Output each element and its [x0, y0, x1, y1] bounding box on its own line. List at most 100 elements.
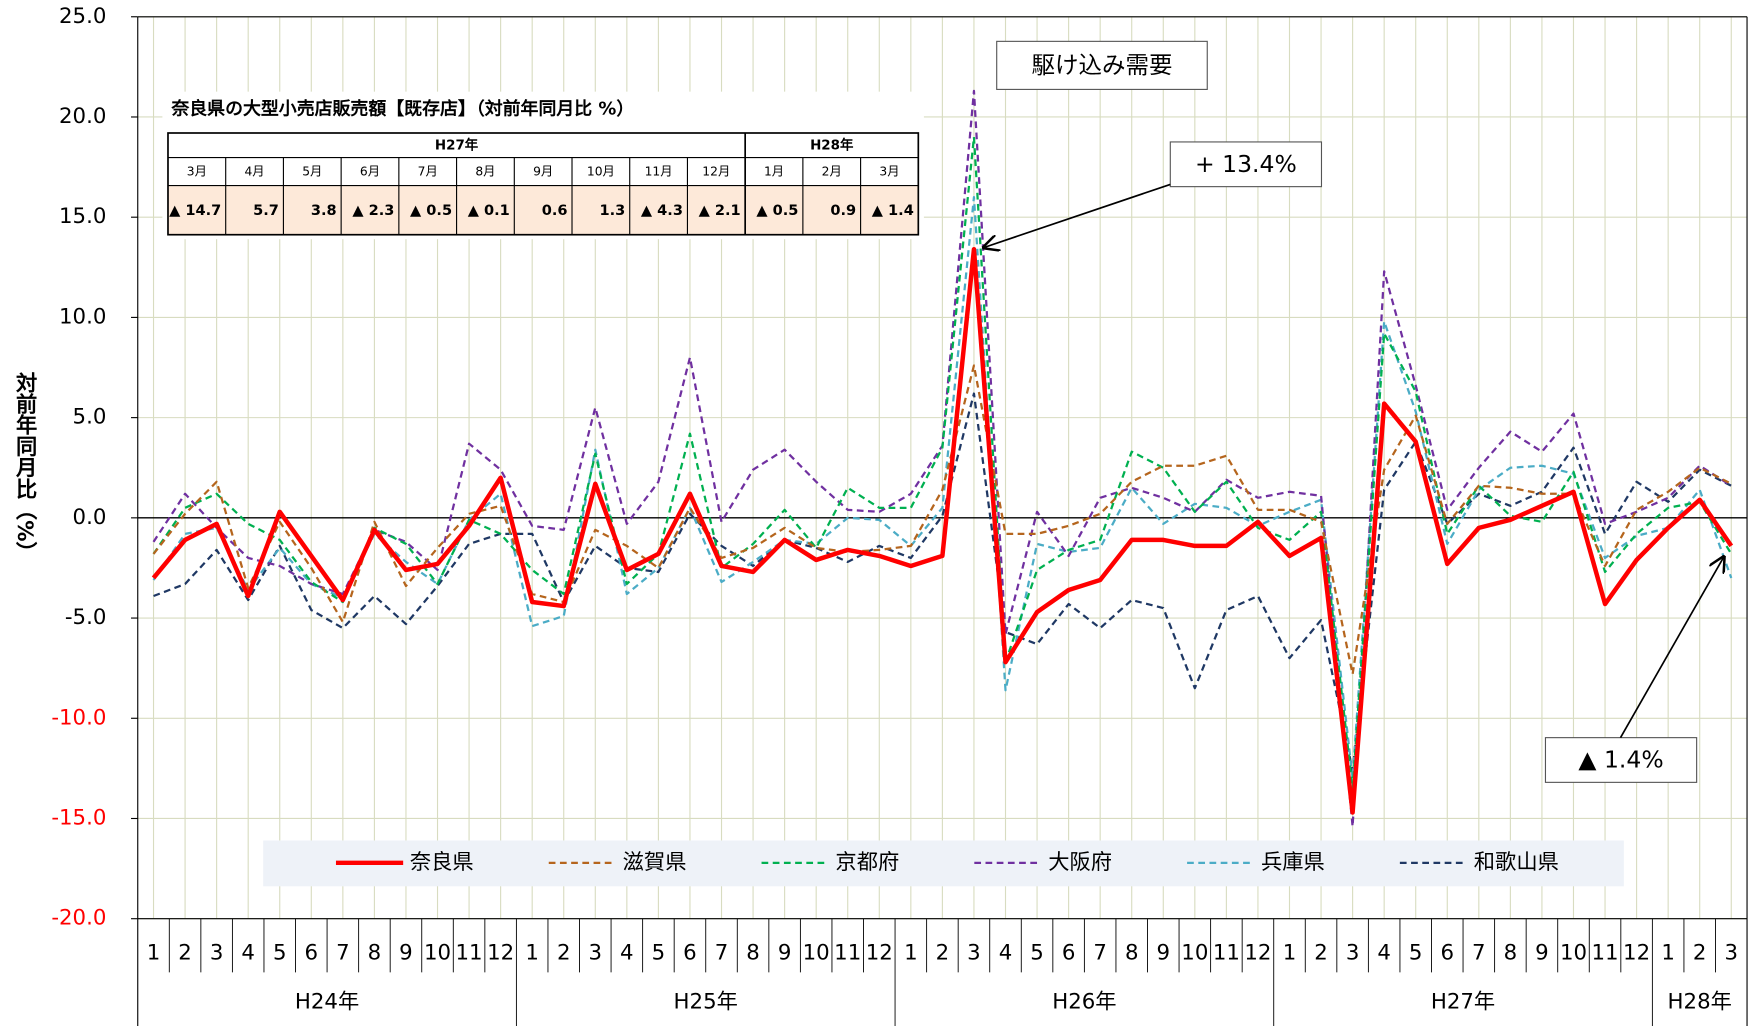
x-tick-label: 10: [1560, 940, 1587, 965]
x-tick-label: 6: [683, 940, 697, 965]
x-group-label: H26年: [1052, 990, 1116, 1015]
annotation-text: 駆け込み需要: [1031, 51, 1172, 79]
legend-label: 兵庫県: [1261, 850, 1325, 875]
x-tick-label: 3: [210, 940, 224, 965]
inset-frame: [167, 132, 920, 236]
inset-cell: 3.8: [311, 203, 337, 219]
inset-cell: ▲ 0.5: [756, 203, 798, 219]
x-tick-label: 7: [715, 940, 729, 965]
annotation-box: [1544, 737, 1698, 783]
inset-month: 5月: [302, 165, 322, 179]
inset-cell: ▲ 1.4: [872, 203, 914, 219]
x-tick-label: 1: [904, 940, 918, 965]
x-tick-label: 12: [866, 940, 893, 965]
inset-cell: ▲ 14.7: [169, 203, 221, 219]
legend-label: 京都府: [835, 850, 899, 875]
x-tick-label: 9: [1157, 940, 1171, 965]
x-tick-label: 1: [1283, 940, 1297, 965]
x-tick-label: 11: [1213, 940, 1240, 965]
x-tick-label: 8: [368, 940, 382, 965]
legend-label: 和歌山県: [1474, 850, 1559, 875]
x-tick-label: 11: [834, 940, 861, 965]
x-tick-label: 3: [1346, 940, 1360, 965]
inset-cell: 1.3: [599, 203, 625, 219]
x-tick-label: 9: [1535, 940, 1549, 965]
x-tick-label: 12: [487, 940, 514, 965]
x-tick-label: 12: [1244, 940, 1271, 965]
inset-cell: ▲ 0.5: [410, 203, 452, 219]
y-tick-label: -10.0: [51, 705, 106, 730]
annotation-arrow: [1619, 555, 1724, 739]
x-tick-label: 1: [147, 940, 161, 965]
x-tick-label: 4: [999, 940, 1013, 965]
x-tick-label: 9: [778, 940, 792, 965]
x-group-label: H27年: [1431, 990, 1495, 1015]
x-tick-label: 7: [1093, 940, 1107, 965]
x-tick-label: 11: [456, 940, 483, 965]
x-tick-label: 3: [967, 940, 981, 965]
series-line: [151, 247, 1734, 815]
x-tick-label: 3: [589, 940, 603, 965]
x-tick-label: 9: [399, 940, 413, 965]
inset-cell: ▲ 4.3: [641, 203, 683, 219]
inset-month: 4月: [244, 165, 264, 179]
inset-month: 1月: [764, 165, 784, 179]
x-tick-label: 5: [1030, 940, 1044, 965]
x-tick-label: 4: [620, 940, 634, 965]
x-tick-label: 10: [424, 940, 451, 965]
x-tick-label: 10: [803, 940, 830, 965]
y-tick-label: -5.0: [65, 605, 107, 630]
inset-cell: ▲ 2.3: [352, 203, 394, 219]
inset-month: 7月: [418, 165, 438, 179]
x-tick-label: 2: [1314, 940, 1328, 965]
x-tick-label: 10: [1181, 940, 1208, 965]
inset-cell: 0.9: [830, 203, 856, 219]
x-tick-label: 11: [1592, 940, 1619, 965]
x-group-label: H24年: [295, 990, 359, 1015]
y-tick-label: 10.0: [59, 304, 106, 329]
series-line: [152, 364, 1732, 676]
legend-background: [263, 840, 1624, 887]
x-tick-label: 1: [525, 940, 539, 965]
y-tick-label: 0.0: [73, 505, 107, 530]
x-group-label: H28年: [1668, 990, 1732, 1015]
y-tick-label: 15.0: [59, 204, 106, 229]
y-axis-label: 対前年同月比（%）: [12, 371, 38, 562]
x-tick-label: 2: [1693, 940, 1707, 965]
x-tick-label: 7: [1472, 940, 1486, 965]
x-tick-label: 5: [1409, 940, 1423, 965]
x-tick-label: 5: [652, 940, 666, 965]
y-tick-label: 5.0: [73, 405, 107, 430]
x-tick-label: 3: [1724, 940, 1738, 965]
x-tick-label: 8: [1125, 940, 1139, 965]
legend-label: 滋賀県: [623, 850, 687, 875]
y-tick-label: -15.0: [51, 806, 106, 831]
inset-year: H28年: [810, 136, 854, 153]
x-tick-label: 6: [1062, 940, 1076, 965]
x-tick-label: 2: [936, 940, 950, 965]
x-tick-label: 2: [557, 940, 571, 965]
inset-title: 奈良県の大型小売店販売額【既存店】（対前年同月比 %）: [170, 98, 634, 120]
x-tick-label: 4: [1377, 940, 1391, 965]
x-tick-label: 5: [273, 940, 287, 965]
y-tick-label: -20.0: [51, 906, 106, 931]
x-tick-label: 1: [1661, 940, 1675, 965]
inset-month: 6月: [360, 165, 380, 179]
y-tick-label: 25.0: [59, 4, 106, 29]
annotation-arrow: [982, 183, 1171, 248]
x-tick-label: 4: [241, 940, 255, 965]
legend-label: 奈良県: [410, 850, 474, 875]
inset-month: 3月: [187, 165, 207, 179]
annotation-box: [1169, 141, 1323, 188]
inset-cell: ▲ 2.1: [699, 203, 741, 219]
x-tick-label: 7: [336, 940, 350, 965]
x-group-label: H25年: [674, 990, 738, 1015]
inset-month: 2月: [822, 165, 842, 179]
inset-value-row: [167, 185, 919, 235]
x-tick-label: 8: [1504, 940, 1518, 965]
x-tick-label: 12: [1623, 940, 1650, 965]
legend-label: 大阪府: [1048, 850, 1112, 875]
x-tick-label: 2: [178, 940, 192, 965]
inset-year: H27年: [435, 136, 479, 153]
